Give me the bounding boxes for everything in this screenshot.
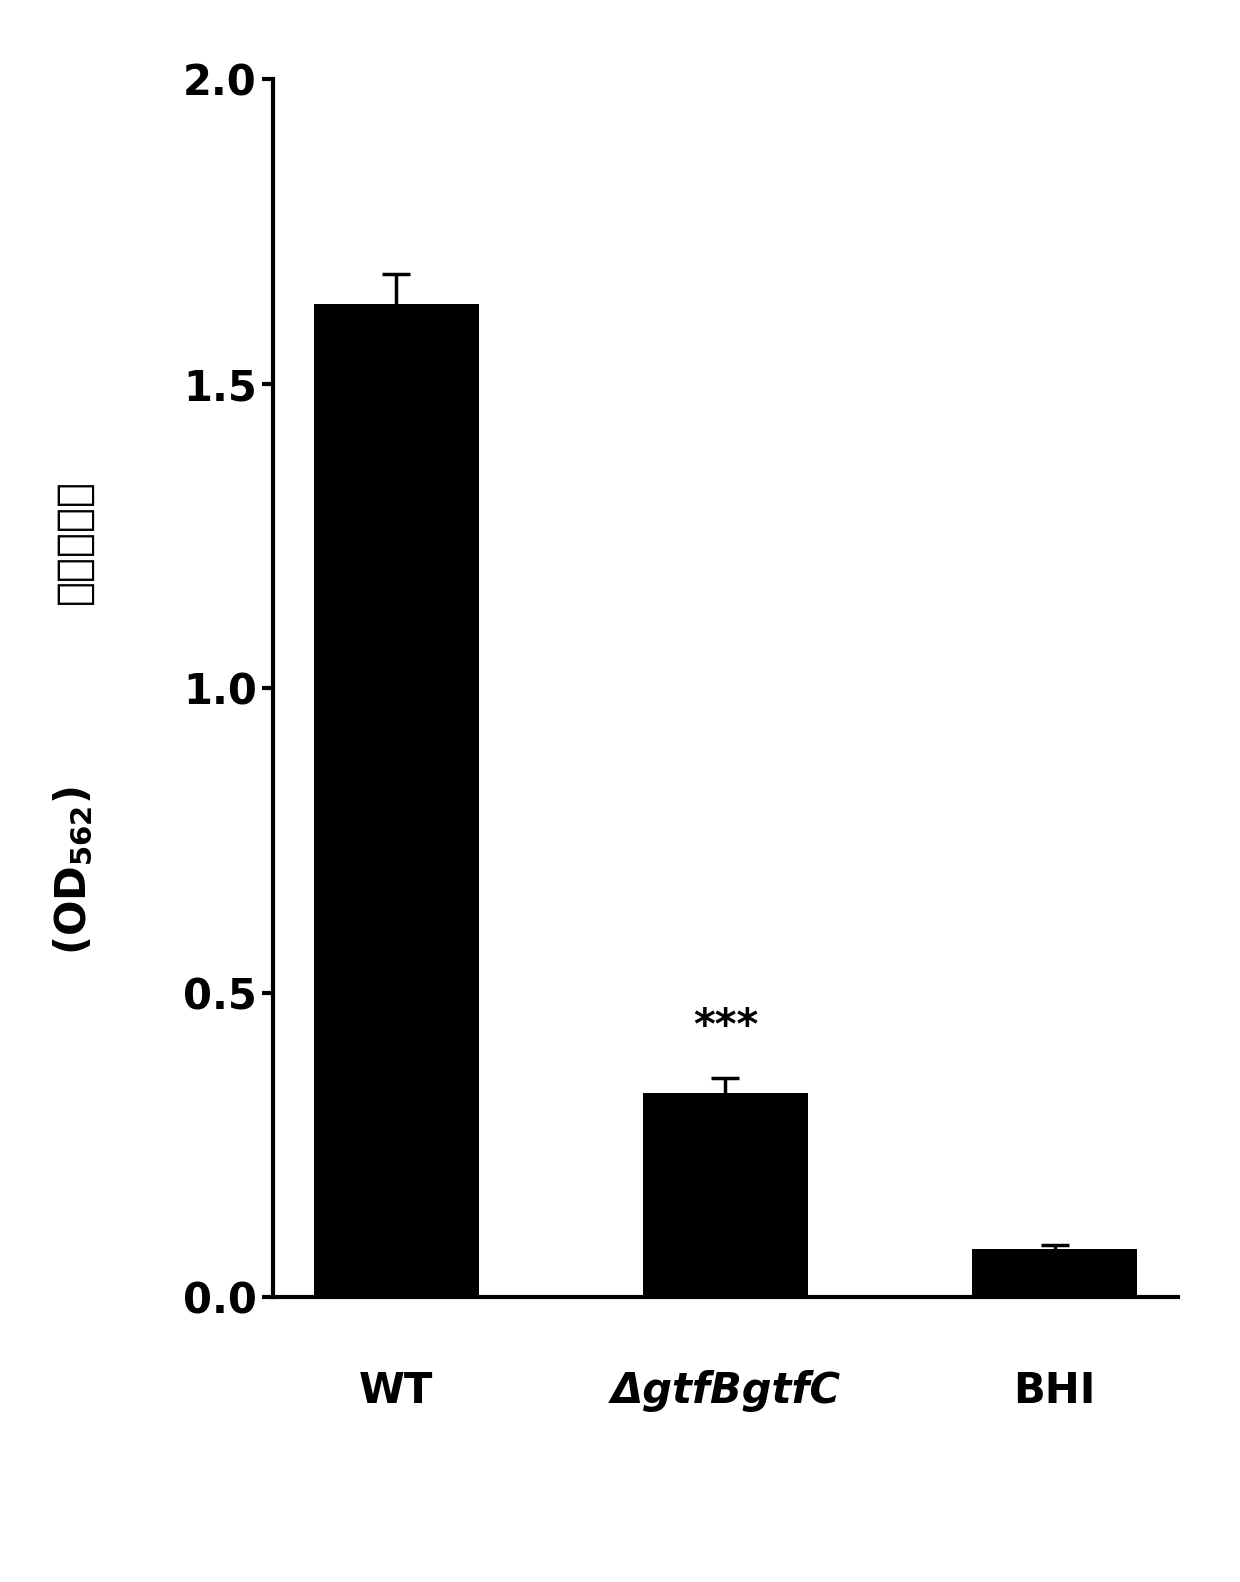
Text: ***: *** <box>693 1006 758 1047</box>
Bar <box>644 1093 807 1297</box>
Text: BHI: BHI <box>1013 1370 1096 1413</box>
Bar <box>314 304 479 1297</box>
Text: 平均吸光度: 平均吸光度 <box>52 479 94 604</box>
Text: (OD$_{\mathbf{562}}$): (OD$_{\mathbf{562}}$) <box>52 786 95 956</box>
Bar <box>972 1248 1137 1297</box>
Text: ΔgtfBgtfC: ΔgtfBgtfC <box>610 1370 841 1413</box>
Text: WT: WT <box>360 1370 434 1413</box>
